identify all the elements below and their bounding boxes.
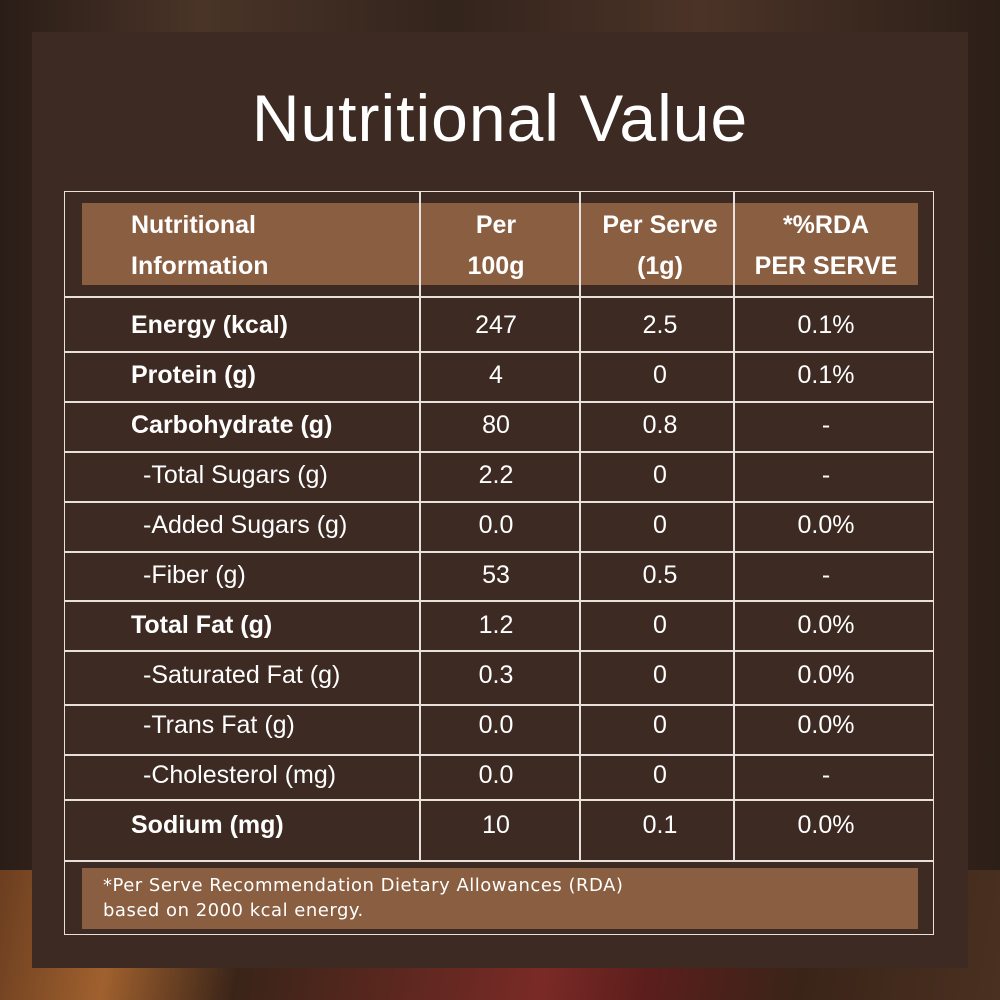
table-row: -Total Sugars (g) 2.2 0 - [0,450,1000,500]
column-divider [733,191,735,860]
footnote-line: based on 2000 kcal energy. [103,900,364,921]
header-text: *%RDA [782,211,870,239]
footnote: *Per Serve Recommendation Dietary Allowa… [103,873,623,923]
rda-value: - [821,561,831,589]
nutrient-name: Total Fat (g) [131,611,273,639]
header-text: PER SERVE [754,252,898,280]
row-divider [64,551,934,553]
column-divider [579,191,581,860]
footnote-line: *Per Serve Recommendation Dietary Allowa… [103,875,624,896]
per-serve-value: 2.5 [642,311,678,339]
header-per100: Per 100g [421,205,571,285]
per-100g-value: 80 [482,411,510,439]
row-divider [64,600,934,602]
per-serve-value: 0.5 [642,561,678,589]
table-row: -Trans Fat (g) 0.0 0 0.0% [0,700,1000,750]
per-serve-value: 0.8 [642,411,678,439]
column-divider [419,191,421,860]
header-nutrient: Nutritional Information [131,205,269,285]
table-row: Carbohydrate (g) 80 0.8 - [0,400,1000,450]
header-band [82,203,918,285]
per-serve-value: 0 [653,761,667,789]
per-serve-value: 0 [653,361,667,389]
per-100g-value: 2.2 [478,461,514,489]
rda-value: 0.1% [797,361,855,389]
rda-value: 0.0% [797,711,855,739]
table-row: -Saturated Fat (g) 0.3 0 0.0% [0,650,1000,700]
rda-value: 0.1% [797,311,855,339]
nutrient-name: -Fiber (g) [143,561,246,589]
row-divider [64,351,934,353]
per-100g-value: 1.2 [478,611,514,639]
footnote-band [82,868,918,929]
per-100g-value: 10 [482,811,510,839]
per-100g-value: 4 [489,361,503,389]
nutrient-name: Protein (g) [131,361,256,389]
nutrient-name: Carbohydrate (g) [131,411,333,439]
header-text: 100g [467,252,525,280]
row-divider [64,501,934,503]
per-100g-value: 0.0 [478,511,514,539]
nutrient-name: -Trans Fat (g) [143,711,295,739]
table-border [64,191,934,935]
table-row: Total Fat (g) 1.2 0 0.0% [0,600,1000,650]
nutrient-name: -Added Sugars (g) [143,511,348,539]
per-serve-value: 0 [653,611,667,639]
header-text: Per [475,211,517,239]
per-100g-value: 53 [482,561,510,589]
table-row: Protein (g) 4 0 0.1% [0,350,1000,400]
header-text: (1g) [637,252,683,280]
table-row: -Added Sugars (g) 0.0 0 0.0% [0,500,1000,550]
row-divider [64,296,934,298]
rda-value: 0.0% [797,661,855,689]
nutrient-name: Energy (kcal) [131,311,289,339]
per-100g-value: 0.3 [478,661,514,689]
per-100g-value: 0.0 [478,761,514,789]
row-divider [64,451,934,453]
row-divider [64,650,934,652]
rda-value: 0.0% [797,811,855,839]
row-divider [64,799,934,801]
per-serve-value: 0.1 [642,811,678,839]
per-serve-value: 0 [653,461,667,489]
row-divider [64,860,934,862]
header-rda: *%RDA PER SERVE [740,205,912,285]
per-100g-value: 247 [475,311,517,339]
rda-value: - [821,411,831,439]
per-serve-value: 0 [653,661,667,689]
header-text: Nutritional [131,211,256,239]
row-divider [64,754,934,756]
nutrient-name: -Saturated Fat (g) [143,661,341,689]
rda-value: 0.0% [797,511,855,539]
nutrient-name: Sodium (mg) [131,811,284,839]
rda-value: - [821,761,831,789]
row-divider [64,401,934,403]
rda-value: - [821,461,831,489]
per-serve-value: 0 [653,711,667,739]
nutrition-panel [32,32,968,968]
per-serve-value: 0 [653,511,667,539]
nutrient-name: -Cholesterol (mg) [143,761,337,789]
per-100g-value: 0.0 [478,711,514,739]
rda-value: 0.0% [797,611,855,639]
nutrient-name: -Total Sugars (g) [143,461,328,489]
table-row: -Fiber (g) 53 0.5 - [0,550,1000,600]
table-row: Sodium (mg) 10 0.1 0.0% [0,800,1000,850]
header-text: Per Serve [602,211,718,239]
table-row: Energy (kcal) 247 2.5 0.1% [0,300,1000,350]
header-text: Information [131,252,269,280]
row-divider [64,704,934,706]
page-title: Nutritional Value [251,81,749,155]
table-row: -Cholesterol (mg) 0.0 0 - [0,750,1000,800]
header-per-serve: Per Serve (1g) [580,205,740,285]
